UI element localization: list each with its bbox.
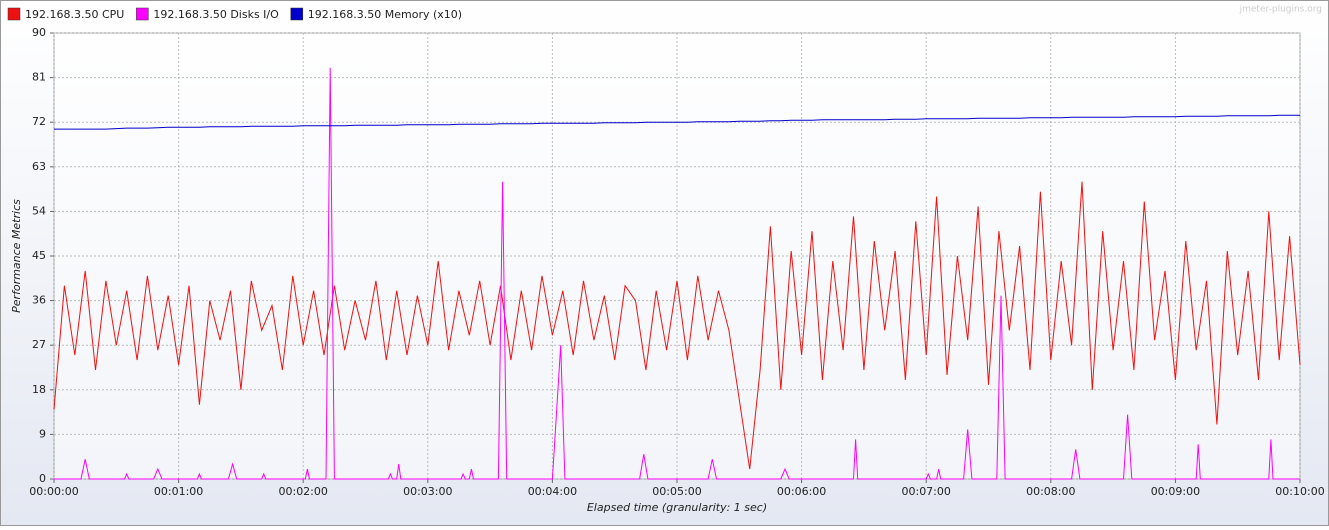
y-tick-label: 27 bbox=[32, 338, 46, 351]
x-tick-label: 00:08:00 bbox=[1026, 485, 1075, 498]
legend-label: 192.168.3.50 Disks I/O bbox=[153, 8, 279, 21]
y-tick-label: 81 bbox=[32, 71, 46, 84]
y-tick-label: 9 bbox=[39, 427, 46, 440]
legend-swatch bbox=[290, 7, 304, 21]
legend-label: 192.168.3.50 CPU bbox=[25, 8, 124, 21]
x-tick-label: 00:02:00 bbox=[278, 485, 327, 498]
series-line bbox=[54, 114, 1300, 130]
y-tick-label: 54 bbox=[32, 204, 46, 217]
x-tick-label: 00:10:00 bbox=[1275, 485, 1324, 498]
y-axis-label: Performance Metrics bbox=[10, 199, 23, 313]
x-tick-label: 00:09:00 bbox=[1151, 485, 1200, 498]
legend-label: 192.168.3.50 Memory (x10) bbox=[308, 8, 462, 21]
y-tick-label: 72 bbox=[32, 115, 46, 128]
series-line bbox=[53, 181, 1301, 470]
x-tick-label: 00:06:00 bbox=[777, 485, 826, 498]
plot-area bbox=[53, 32, 1301, 480]
x-tick-label: 00:03:00 bbox=[403, 485, 452, 498]
x-tick-label: 00:00:00 bbox=[29, 485, 78, 498]
x-tick-label: 00:05:00 bbox=[652, 485, 701, 498]
watermark: jmeter-plugins.org bbox=[1239, 5, 1322, 15]
series-line bbox=[54, 67, 1300, 480]
y-tick-label: 45 bbox=[32, 249, 46, 262]
x-tick-label: 00:01:00 bbox=[154, 485, 203, 498]
y-tick-label: 0 bbox=[39, 472, 46, 485]
x-tick-label: 00:07:00 bbox=[901, 485, 950, 498]
y-tick-label: 90 bbox=[32, 26, 46, 39]
legend-swatch bbox=[7, 7, 21, 21]
legend-swatch bbox=[136, 7, 149, 21]
x-tick-label: 00:04:00 bbox=[528, 485, 577, 498]
y-tick-label: 63 bbox=[32, 160, 46, 173]
x-axis-label: Elapsed time (granularity: 1 sec) bbox=[587, 501, 767, 514]
y-tick-label: 36 bbox=[32, 294, 46, 307]
y-tick-label: 18 bbox=[32, 383, 46, 396]
